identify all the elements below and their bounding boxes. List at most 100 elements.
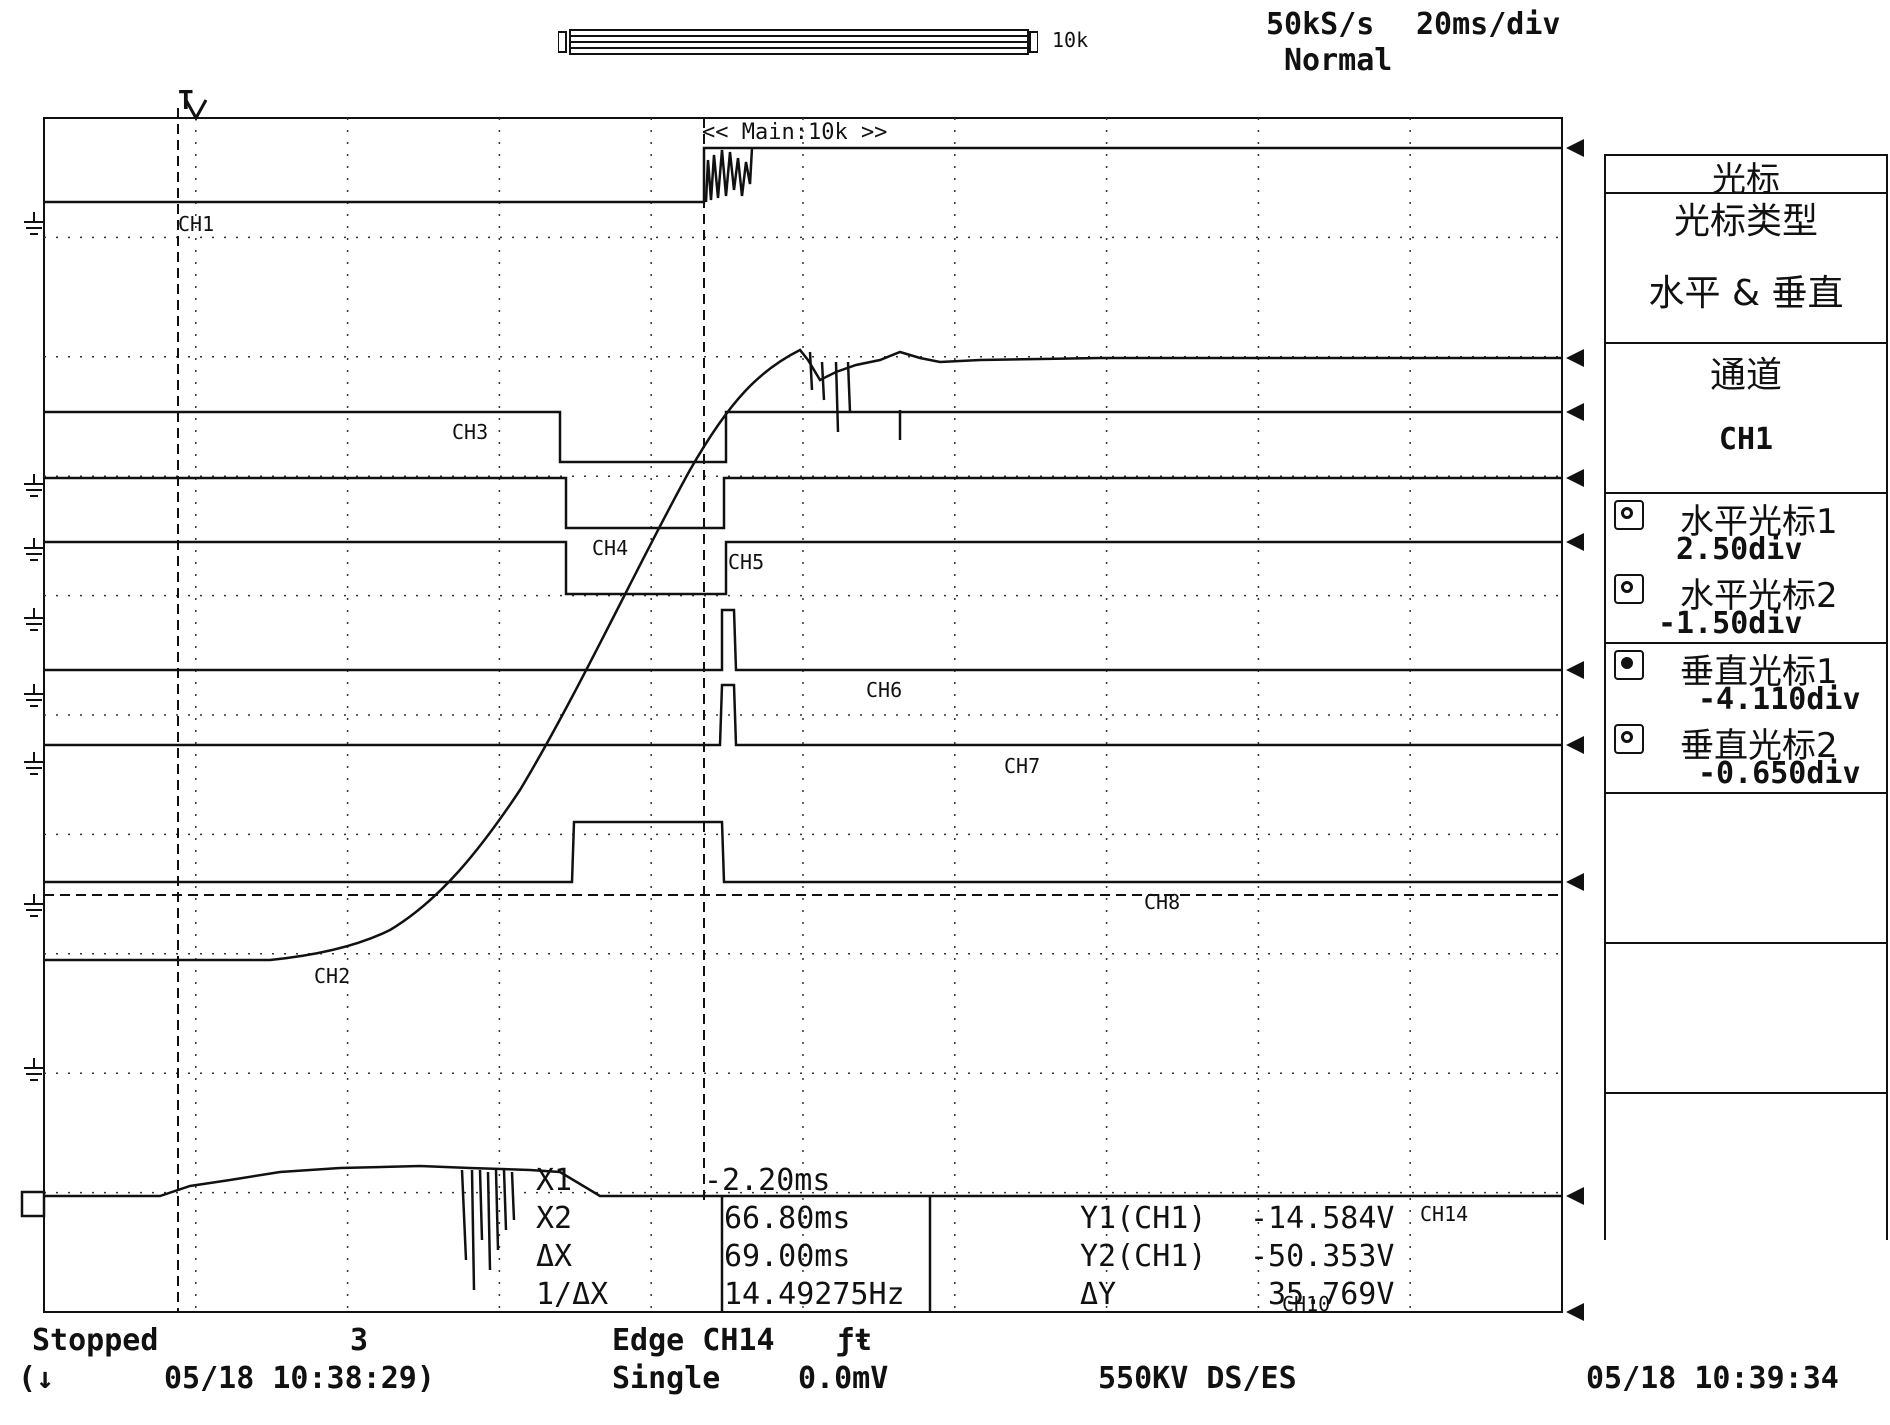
channel-marker-icon [1566, 403, 1584, 421]
channel-marker-icon [1566, 873, 1584, 891]
screen-frame [43, 117, 1563, 1313]
ground-marker-icon [24, 538, 44, 561]
ch8-trace [44, 820, 1562, 884]
acquisition-count: 3 [350, 1323, 369, 1358]
ground-marker-icon [24, 1058, 44, 1081]
ch10-label: CH10 [1282, 1292, 1331, 1316]
dx-value: 69.00ms [724, 1239, 851, 1274]
h-cursor-section[interactable]: 水平光标1 2.50div 水平光标2 -1.50div [1606, 492, 1886, 644]
ground-marker-icon [24, 752, 44, 775]
ch6-trace [44, 608, 1562, 672]
ground-marker-icon [24, 684, 44, 707]
trigger-arrow-icon [184, 99, 208, 122]
cursor-channel-label: 通道 [1709, 355, 1782, 396]
ch14-label: CH14 [1420, 1202, 1469, 1226]
v-cursor1-value: -4.110div [1698, 682, 1861, 717]
ch7-trace [44, 683, 1562, 747]
cursor-menu-panel: 光标 光标类型 水平 & 垂直 通道 CH1 水平光标1 2.50div 水平光… [1604, 154, 1888, 1240]
trigger-marker: T [178, 86, 194, 116]
h-cursor1-value: 2.50div [1676, 532, 1803, 567]
ch5-label: CH5 [728, 550, 765, 574]
channel-marker-icon [1566, 349, 1584, 367]
cursor-type-value: 水平 & 垂直 [1648, 273, 1844, 314]
record-length-label: 10k [1052, 28, 1089, 52]
dy-label: ΔY [1080, 1277, 1117, 1312]
ch3-label: CH3 [452, 420, 489, 444]
channel-marker-icon [1566, 533, 1584, 551]
x2-value: 66.80ms [724, 1201, 851, 1236]
ch2-trace [44, 348, 1562, 962]
empty-softkey-2[interactable] [1606, 942, 1886, 1094]
ch8-label: CH8 [1144, 890, 1181, 914]
channel-marker-icon [1566, 139, 1584, 157]
ground-marker-icon [24, 212, 44, 235]
acquisition-mode: Normal [1284, 43, 1393, 78]
cursor-type-section[interactable]: 光标类型 水平 & 垂直 [1606, 192, 1886, 342]
h-cursor2-label: 水平光标2 [1680, 576, 1838, 616]
x2-label: X2 [536, 1201, 573, 1236]
channel-marker-icon [1566, 661, 1584, 679]
x1-value: -2.20ms [704, 1163, 831, 1198]
ch4-trace [44, 476, 1562, 530]
h-cursor1-knob-icon[interactable] [1614, 500, 1644, 530]
channel-marker-icon [1566, 469, 1584, 487]
h-cursor2-value: -1.50div [1658, 606, 1803, 641]
h-cursor1-label: 水平光标1 [1680, 502, 1838, 542]
ground-marker-icon [24, 474, 44, 497]
y1-value: -14.584V [1250, 1201, 1395, 1236]
time-per-div: 20ms/div [1416, 7, 1561, 42]
y2-label: Y2(CH1) [1080, 1239, 1207, 1274]
cursor-channel-value: CH1 [1718, 422, 1774, 457]
sample-rate: 50kS/s [1266, 7, 1375, 42]
cursor-type-label: 光标类型 [1673, 201, 1818, 242]
end-timestamp: 05/18 10:39:34 [1586, 1361, 1839, 1396]
ch14-spikes [460, 1169, 516, 1291]
ch4-label: CH4 [592, 536, 629, 560]
inv-dx-value: 14.49275Hz [724, 1277, 905, 1312]
ch2-spikes [808, 351, 902, 440]
inv-dx-label: 1/ΔX [536, 1277, 609, 1312]
trigger-mode: Single [612, 1361, 721, 1396]
ch14-trace [44, 1164, 1562, 1198]
record-length-bar [558, 24, 1038, 56]
ch1-label: CH1 [178, 212, 215, 236]
ch3-trace [44, 410, 1562, 464]
v-cursor2-knob-icon[interactable] [1614, 724, 1644, 754]
trigger-slope-icon: ƒŧ [836, 1323, 873, 1358]
channel-marker-icon [1566, 1187, 1584, 1205]
trigger-level: 0.0mV [798, 1361, 889, 1396]
ch1-burst [704, 147, 754, 203]
waveform-title: 550KV DS/ES [1098, 1361, 1297, 1396]
cursor-channel-section[interactable]: 通道 CH1 [1606, 342, 1886, 494]
dy-value: 35.769V [1268, 1277, 1395, 1312]
ch6-label: CH6 [866, 678, 903, 702]
v-cursor2-label: 垂直光标2 [1680, 726, 1838, 766]
h-cursor2-knob-icon[interactable] [1614, 574, 1644, 604]
v-cursor-section[interactable]: 垂直光标1 -4.110div 垂直光标2 -0.650div [1606, 642, 1886, 794]
v-cursor1-knob-icon[interactable] [1614, 650, 1644, 680]
v-cursor2-value: -0.650div [1698, 756, 1861, 791]
ch2-label: CH2 [314, 964, 351, 988]
x1-label: X1 [536, 1163, 573, 1198]
zoom-label: << Main:10k >> [702, 120, 888, 145]
ground-marker-icon [24, 608, 44, 631]
channel-marker-icon [1566, 736, 1584, 754]
ch14-ground-marker-icon [20, 1190, 46, 1218]
empty-softkey-3[interactable] [1606, 1092, 1886, 1242]
channel-marker-icon [1566, 1303, 1584, 1321]
panel-divider [1606, 192, 1886, 194]
ch5-trace [44, 540, 1562, 596]
v-cursor1-label: 垂直光标1 [1680, 652, 1838, 692]
history-arrow-icon: (↓ [18, 1361, 55, 1396]
waveform-display[interactable] [0, 0, 1600, 1330]
ch1-trace [44, 146, 1562, 204]
run-state: Stopped [32, 1323, 159, 1358]
ground-marker-icon [24, 894, 44, 917]
dx-label: ΔX [536, 1239, 573, 1274]
trigger-type: Edge CH14 [612, 1323, 775, 1358]
y2-value: -50.353V [1250, 1239, 1395, 1274]
start-timestamp: 05/18 10:38:29) [164, 1361, 435, 1396]
ch7-label: CH7 [1004, 754, 1041, 778]
y1-label: Y1(CH1) [1080, 1201, 1207, 1236]
empty-softkey-1[interactable] [1606, 792, 1886, 944]
